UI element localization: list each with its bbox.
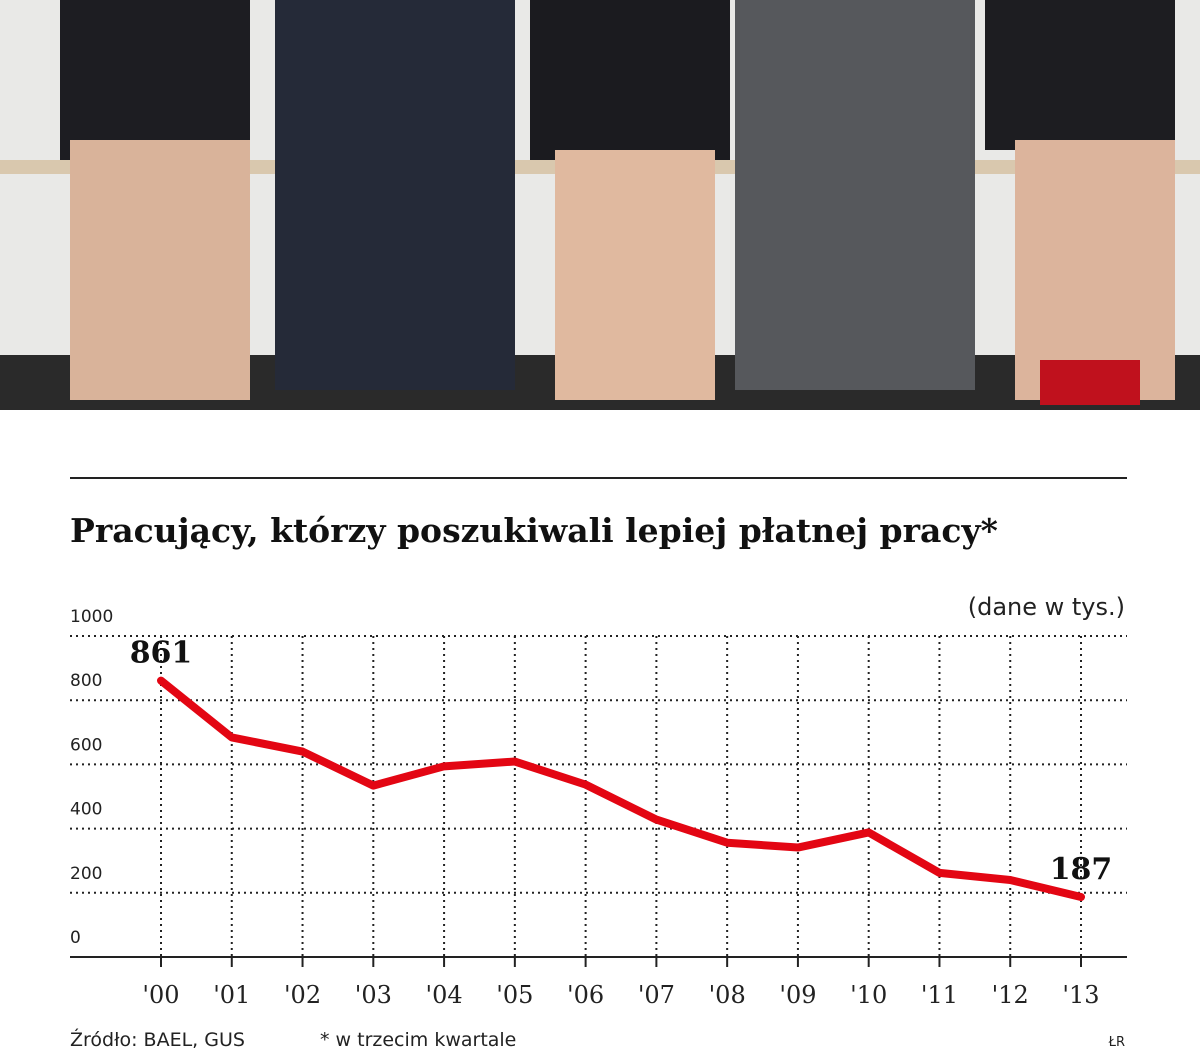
x-tick-label: '02 xyxy=(284,981,321,1009)
source: Źródło: BAEL, GUS xyxy=(70,1028,245,1051)
y-tick-label: 200 xyxy=(70,864,102,884)
x-tick-label: '09 xyxy=(779,981,816,1009)
y-tick-label: 1000 xyxy=(70,607,113,627)
credit: ŁR xyxy=(1108,1035,1125,1050)
x-tick-label: '11 xyxy=(921,981,958,1009)
y-tick-label: 400 xyxy=(70,800,102,820)
x-tick-label: '10 xyxy=(850,981,887,1009)
data-label: 861 xyxy=(130,636,193,671)
x-tick-label: '00 xyxy=(142,981,179,1009)
unit-label: (dane w tys.) xyxy=(968,593,1125,621)
footnote: * w trzecim kwartale xyxy=(320,1029,516,1051)
x-tick-label: '07 xyxy=(638,981,675,1009)
photo xyxy=(0,0,1200,410)
x-tick-label: '04 xyxy=(426,981,463,1009)
x-tick-label: '08 xyxy=(709,981,746,1009)
y-tick-label: 0 xyxy=(70,928,81,948)
x-tick-label: '06 xyxy=(567,981,604,1009)
x-tick-label: '13 xyxy=(1062,981,1099,1009)
data-line xyxy=(157,676,1085,901)
data-label: 187 xyxy=(1050,852,1113,887)
x-tick-label: '05 xyxy=(496,981,533,1009)
chart-title: Pracujący, którzy poszukiwali lepiej pła… xyxy=(70,511,998,550)
x-tick-label: '01 xyxy=(213,981,250,1009)
y-tick-label: 600 xyxy=(70,735,102,755)
x-tick-label: '12 xyxy=(992,981,1029,1009)
y-tick-label: 800 xyxy=(70,671,102,691)
x-tick-label: '03 xyxy=(355,981,392,1009)
